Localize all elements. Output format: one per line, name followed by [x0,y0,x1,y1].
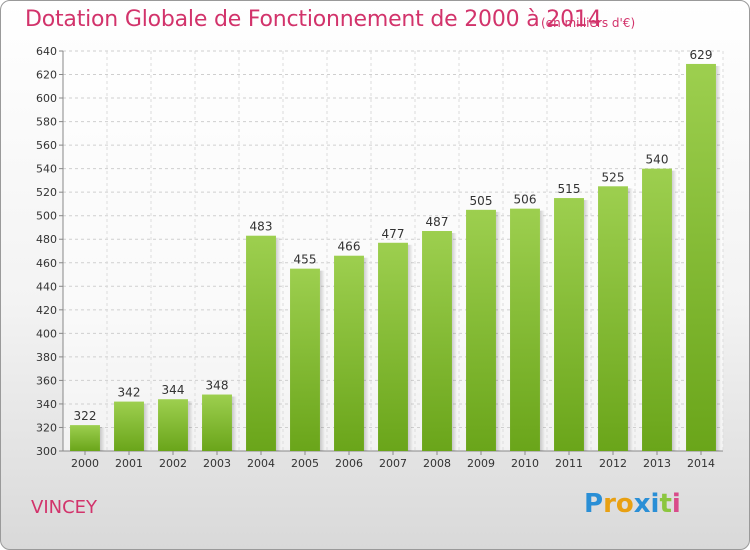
logo-letter: x [633,489,651,519]
bar-shadow [99,427,105,451]
y-tick-label: 560 [36,139,57,152]
y-tick-label: 440 [36,280,57,293]
chart-subtitle: (en milliers d'€) [541,16,636,30]
data-label: 322 [74,409,97,423]
y-tick-label: 400 [36,327,57,340]
bar [686,63,716,452]
logo-letter: t [659,489,672,519]
data-label: 342 [118,386,141,400]
bar [158,399,188,451]
data-label: 483 [250,220,273,234]
data-label: 506 [514,193,537,207]
bar [246,235,276,451]
bar [70,425,100,451]
bar-shadow [231,396,237,451]
bar-shadow [671,170,677,451]
x-tick-label: 2011 [555,457,583,470]
logo-letter: o [615,489,634,519]
x-tick-label: 2003 [203,457,231,470]
y-tick-label: 520 [36,186,57,199]
bar [114,401,144,451]
logo-letter: r [603,489,616,519]
y-tick-label: 480 [36,233,57,246]
bar-shadow [143,403,149,451]
bar [422,231,452,451]
chart-title: Dotation Globale de Fonctionnement de 20… [25,7,602,32]
y-tick-label: 640 [36,45,57,58]
bar-shadow [363,257,369,451]
bar-layer [70,63,721,452]
bar [554,198,584,451]
x-tick-label: 2000 [71,457,99,470]
x-tick-label: 2002 [159,457,187,470]
data-label: 629 [690,48,713,62]
y-tick-label: 460 [36,257,57,270]
bar [642,168,672,451]
logo-letter: i [650,489,660,519]
x-tick-label: 2009 [467,457,495,470]
axis-layer: 300 320 340 360 380 400 420 440 460 480 500 520 540 5… [36,45,723,470]
x-tick-label: 2014 [687,457,715,470]
y-tick-label: 360 [36,374,57,387]
data-label: 455 [294,253,317,267]
proxiti-logo: Proxiti [584,489,681,519]
data-label: 540 [646,153,669,167]
bar-shadow [319,270,325,451]
y-tick-label: 620 [36,69,57,82]
logo-letter: i [671,489,681,519]
x-tick-label: 2008 [423,457,451,470]
y-tick-label: 600 [36,92,57,105]
bar-shadow [495,211,501,451]
bar [334,255,364,451]
label-layer: 322 342 344 348 483 455 466 477 487 505 506 515 525 5… [74,48,713,423]
x-tick-label: 2013 [643,457,671,470]
bar-shadow [583,200,589,451]
bar-shadow [715,65,721,452]
bar-shadow [187,401,193,451]
x-tick-label: 2001 [115,457,143,470]
y-tick-label: 500 [36,210,57,223]
data-label: 477 [382,227,405,241]
bar-shadow [539,210,545,451]
bar-shadow [275,237,281,451]
bar [378,242,408,451]
data-label: 344 [162,383,185,397]
bar-shadow [407,244,413,451]
bar [598,186,628,451]
y-tick-label: 380 [36,351,57,364]
x-tick-label: 2012 [599,457,627,470]
data-label: 348 [206,379,229,393]
bar [290,268,320,451]
y-tick-label: 340 [36,398,57,411]
logo-letter: P [584,489,604,519]
bar-shadow [627,188,633,451]
data-label: 487 [426,215,449,229]
y-tick-label: 420 [36,304,57,317]
bar-shadow [451,233,457,451]
data-label: 505 [470,194,493,208]
data-label: 525 [602,170,625,184]
data-label: 515 [558,182,581,196]
x-tick-label: 2004 [247,457,275,470]
bar [202,394,232,451]
location-name: VINCEY [31,497,98,518]
data-label: 466 [338,240,361,254]
y-tick-label: 540 [36,163,57,176]
bar [466,209,496,451]
y-tick-label: 300 [36,445,57,458]
x-tick-label: 2007 [379,457,407,470]
y-tick-label: 580 [36,116,57,129]
x-tick-label: 2010 [511,457,539,470]
bar [510,208,540,451]
x-tick-label: 2006 [335,457,363,470]
y-tick-label: 320 [36,421,57,434]
x-tick-label: 2005 [291,457,319,470]
